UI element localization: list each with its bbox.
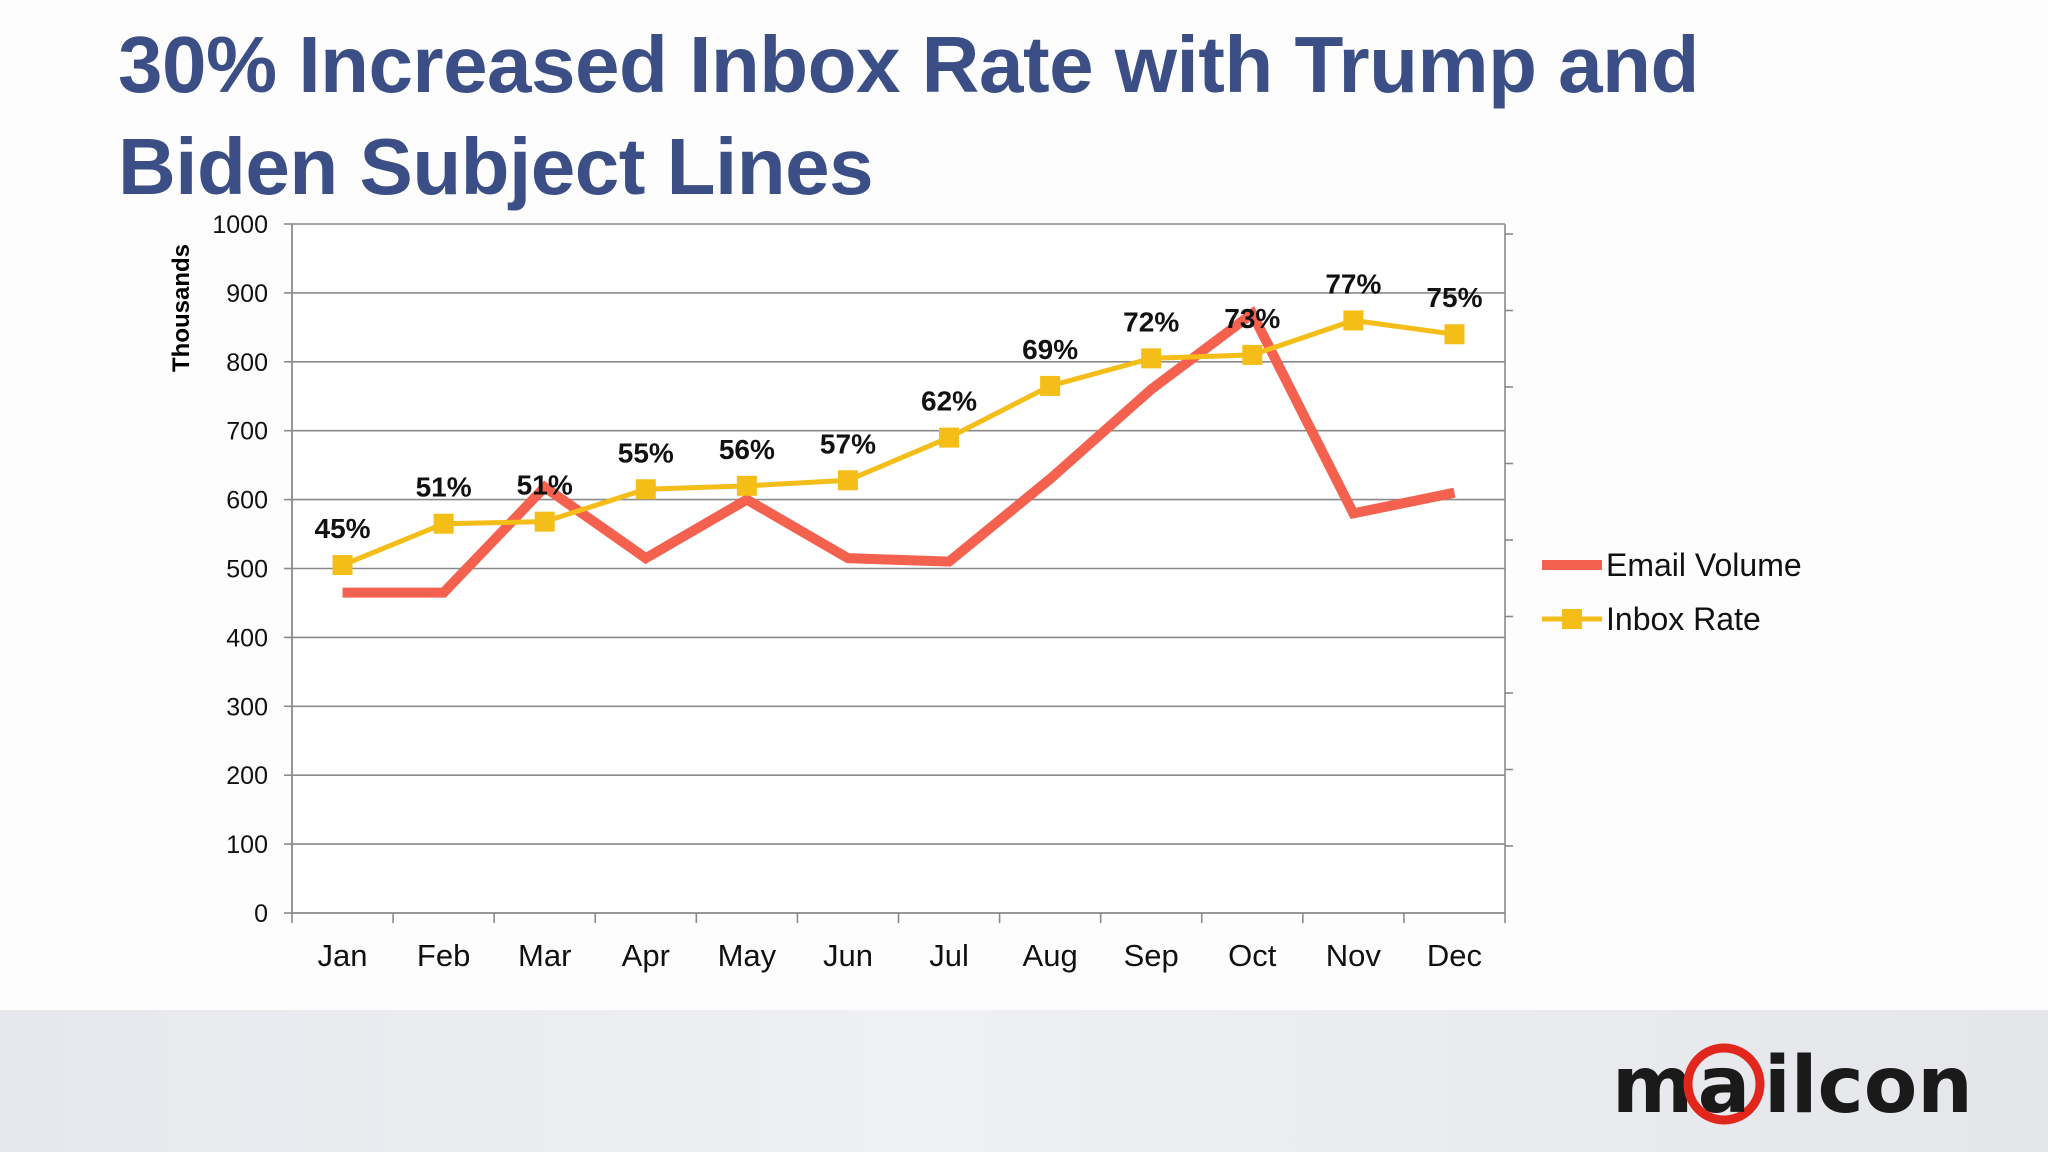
y-tick-label: 1000 <box>212 211 268 239</box>
x-tick-label: Mar <box>518 938 571 973</box>
series-line-inbox-rate <box>341 317 1455 568</box>
legend-label-email-volume: Email Volume <box>1606 547 1802 583</box>
y-tick-label: 800 <box>226 349 268 377</box>
y-tick-label: 500 <box>226 556 268 584</box>
x-tick-label: Jun <box>823 938 873 973</box>
x-tick-label: Apr <box>622 938 670 973</box>
y-tick-label: 0 <box>254 900 268 928</box>
y-tick-label: 900 <box>226 280 268 308</box>
data-label: 77% <box>1325 268 1381 299</box>
inbox-rate-marker <box>1444 324 1465 345</box>
inbox-rate-marker <box>939 427 960 448</box>
x-tick-label: Nov <box>1326 938 1382 973</box>
line-chart: 0 100 200 300 400 500 600 700 800 900 1000 Jan Feb M… <box>168 211 1802 973</box>
data-label: 55% <box>618 437 674 468</box>
data-label: 62% <box>921 386 977 417</box>
inbox-rate-marker <box>635 479 656 500</box>
inbox-rate-marker <box>1242 344 1263 365</box>
data-label: 51% <box>416 472 472 503</box>
y-tick-label: 200 <box>226 762 268 790</box>
x-tick-label: Feb <box>417 938 470 973</box>
inbox-rate-marker <box>332 555 353 576</box>
y-tick-label: 400 <box>226 624 268 652</box>
inbox-rate-marker <box>433 513 454 534</box>
svg-text:m: m <box>1612 1041 1693 1131</box>
inbox-rate-marker <box>736 475 757 496</box>
x-tick-label: Aug <box>1023 938 1078 973</box>
x-tick-label: May <box>718 938 777 973</box>
mailcon-logo: m a ilcon <box>1612 1041 1973 1131</box>
data-label: 72% <box>1123 306 1179 337</box>
svg-text:ilcon: ilcon <box>1764 1041 1973 1131</box>
x-tick-label: Jan <box>318 938 368 973</box>
legend-label-inbox-rate: Inbox Rate <box>1606 601 1761 637</box>
y-tick-label: 600 <box>226 487 268 515</box>
data-label: 51% <box>517 470 573 501</box>
slide-title: 30% Increased Inbox Rate with Trump and … <box>118 20 1699 211</box>
x-tick-label: Dec <box>1427 938 1482 973</box>
footer-band <box>0 1010 2048 1152</box>
y-tick-label: 300 <box>226 693 268 721</box>
y-tick-label: 100 <box>226 831 268 859</box>
data-label: 73% <box>1224 303 1280 334</box>
data-label: 69% <box>1022 334 1078 365</box>
data-label: 57% <box>820 428 876 459</box>
inbox-rate-marker <box>1040 375 1061 396</box>
x-tick-label: Oct <box>1228 938 1277 973</box>
legend-marker-inbox-rate <box>1562 609 1582 629</box>
inbox-rate-marker <box>1343 310 1364 331</box>
inbox-rate-marker <box>837 470 858 491</box>
data-label: 56% <box>719 434 775 465</box>
inbox-rate-marker <box>1141 348 1162 369</box>
data-label: 45% <box>315 513 371 544</box>
y-tick-label: 700 <box>226 418 268 446</box>
svg-text:a: a <box>1698 1041 1751 1131</box>
y-axis-title: Thousands <box>168 244 195 372</box>
inbox-rate-marker <box>534 511 555 532</box>
data-label: 75% <box>1426 282 1482 313</box>
x-tick-label: Sep <box>1124 938 1179 973</box>
x-tick-label: Jul <box>929 938 969 973</box>
